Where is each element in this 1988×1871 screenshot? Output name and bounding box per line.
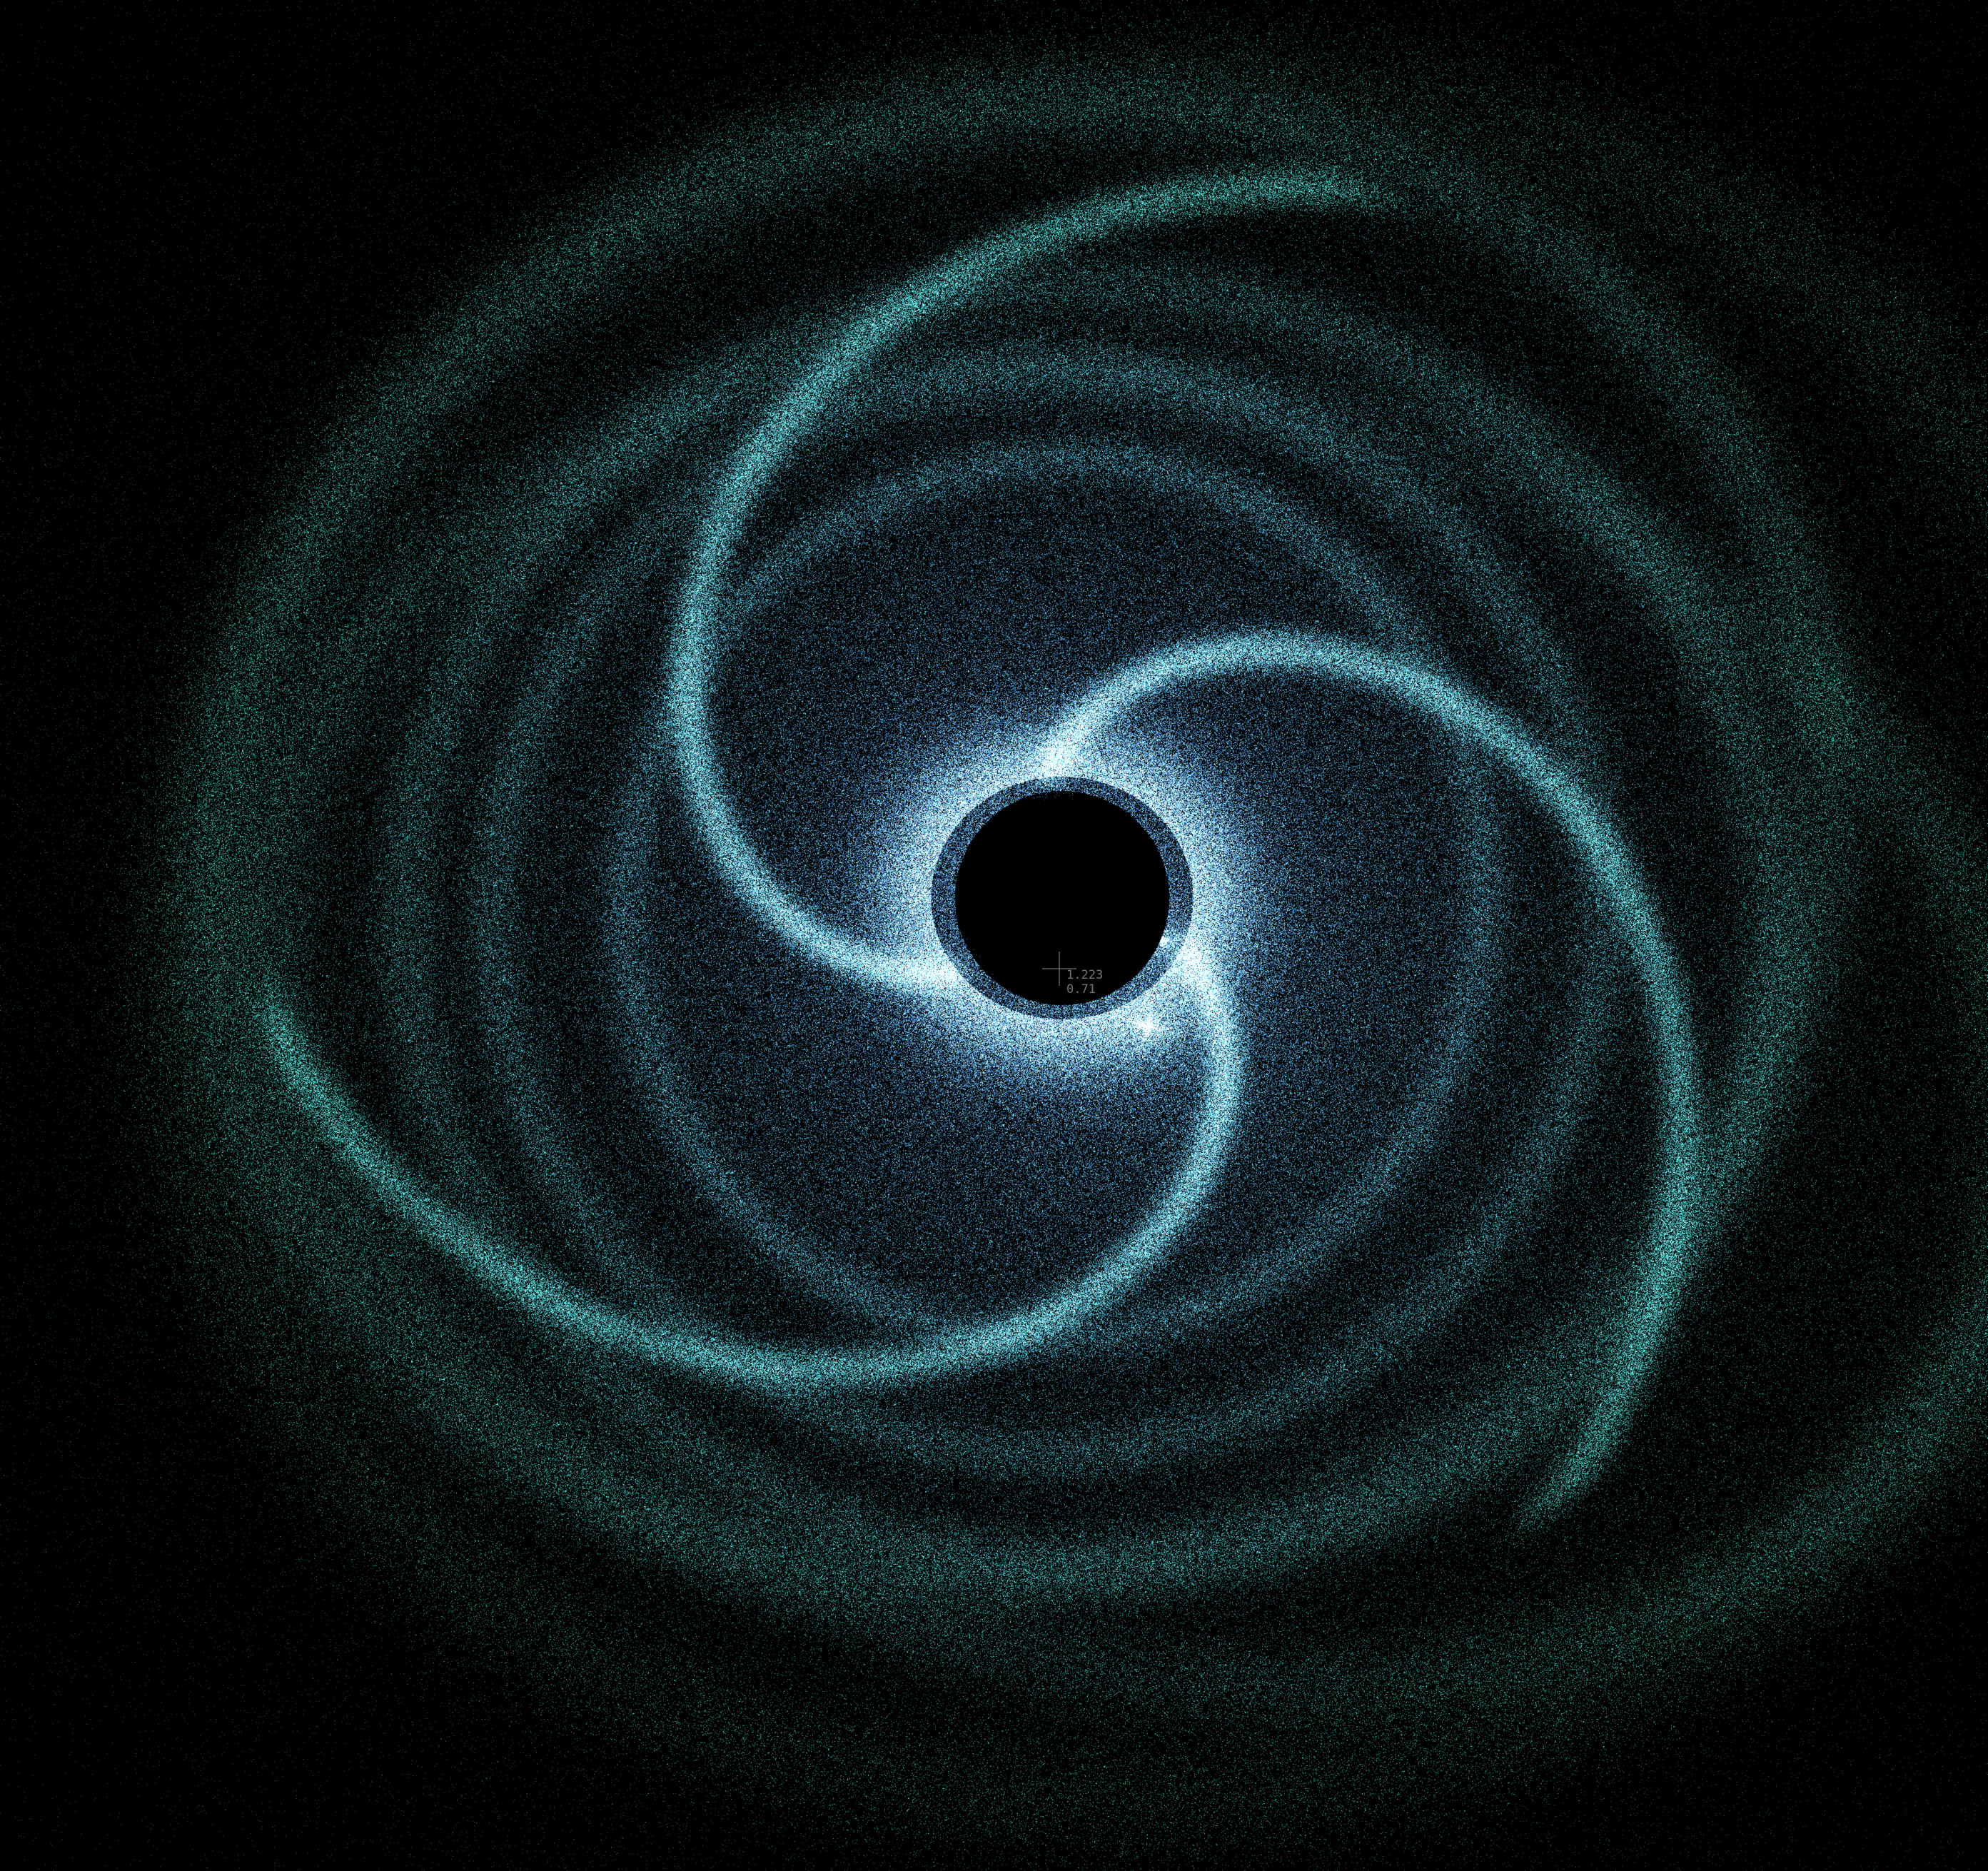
particle-canvas[interactable] [0, 0, 1988, 1871]
particle-viewport[interactable]: 1.223 0.71 [0, 0, 1988, 1871]
